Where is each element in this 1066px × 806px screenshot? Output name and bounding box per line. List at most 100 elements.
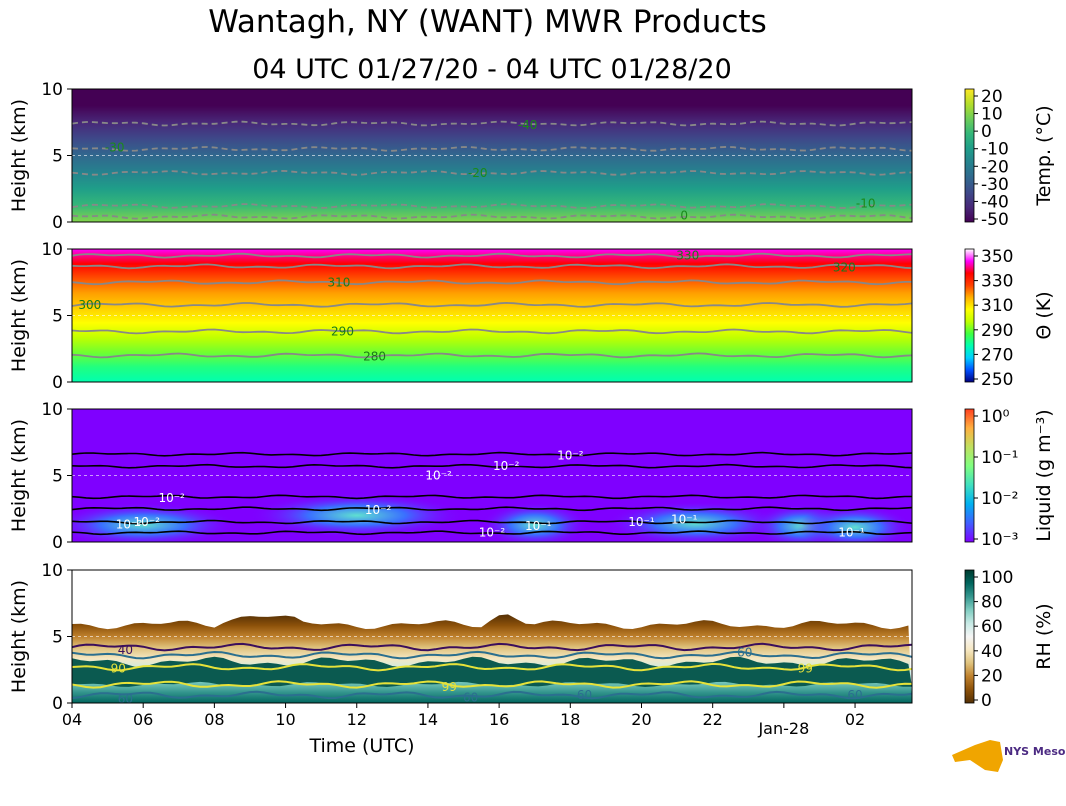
contour-label: 10⁻¹ <box>838 526 865 540</box>
x-tick-label: 04 <box>62 710 82 729</box>
contour-label: 60 <box>463 691 478 705</box>
theta-field <box>72 249 912 382</box>
contour-line <box>72 263 912 270</box>
colorbar-tick-label: 330 <box>981 272 1013 292</box>
y-tick-label: 10 <box>41 240 63 260</box>
liquid-field <box>72 409 912 542</box>
colorbar-tick-label: 0 <box>981 122 992 142</box>
x-tick-label: 12 <box>347 710 367 729</box>
contour-label: 10⁻² <box>158 491 185 505</box>
contour-label: 60 <box>847 688 862 702</box>
x-tick-label: 10 <box>275 710 295 729</box>
contour-line <box>72 279 912 286</box>
contour-label: -20 <box>468 166 488 180</box>
colorbar-label: Θ (K) <box>1033 291 1055 339</box>
colorbar-tick-label: 10⁻³ <box>981 530 1018 550</box>
contour-line <box>72 519 912 525</box>
y-tick-label: 10 <box>41 400 63 420</box>
x-tick-label: 18 <box>560 710 580 729</box>
colorbar-tick-label: 0 <box>981 691 992 711</box>
rh-field <box>72 570 912 703</box>
contour-line <box>72 169 912 176</box>
colorbar-label: Temp. (°C) <box>1033 105 1055 206</box>
colorbar-tick-label: 80 <box>981 593 1003 613</box>
contour-line <box>72 213 912 220</box>
colorbar-tick-label: 350 <box>981 247 1013 267</box>
y-tick-label: 5 <box>52 307 63 327</box>
colorbar-tick-label: 270 <box>981 345 1013 365</box>
colorbar-tick-label: 60 <box>981 617 1003 637</box>
x-tick-label: Jan-28 <box>757 719 809 738</box>
x-tick-label: 14 <box>418 710 438 729</box>
colorbar-tick-label: 10 <box>981 105 1003 125</box>
contour-label: 40 <box>118 643 133 657</box>
colorbar-tick-label: 20 <box>981 666 1003 686</box>
contour-line <box>72 463 912 469</box>
colorbar-tick-label: 10⁻¹ <box>981 448 1018 468</box>
x-tick-label: 16 <box>489 710 509 729</box>
y-tick-label: 0 <box>52 373 63 393</box>
rh-colorbar: 100 80 60 40 20 0 RH (%) <box>964 568 1055 711</box>
contour-label: -40 <box>518 118 538 132</box>
contour-label: 99 <box>442 680 457 694</box>
colorbar-tick-label: 40 <box>981 642 1003 662</box>
colorbar-tick-label: 10⁰ <box>981 407 1010 427</box>
contour-label: 280 <box>363 350 386 364</box>
contour-line <box>72 494 912 500</box>
x-tick-label: 02 <box>845 710 865 729</box>
contour-label: 10⁻² <box>425 469 452 483</box>
x-tick-label: 08 <box>204 710 224 729</box>
colorbar-tick-label: -20 <box>981 157 1009 177</box>
contour-label: 60 <box>118 692 133 706</box>
colorbar-tick-label: -30 <box>981 175 1009 195</box>
contour-line <box>72 145 912 152</box>
contour-line <box>72 203 912 209</box>
y-tick-label: 10 <box>41 561 63 581</box>
contour-line <box>72 352 912 359</box>
contour-line <box>72 301 912 308</box>
contour-label: 0 <box>680 208 688 222</box>
rh-panel: 40 90 60 60 99 99 60 60 60 0 5 10 Height (km) 100 80 60… <box>8 561 1055 714</box>
contour-label: -30 <box>105 141 125 155</box>
contour-label: 10⁻² <box>134 515 161 529</box>
logo-text: NYS Mesonet <box>1004 745 1066 758</box>
colorbar-label: RH (%) <box>1033 603 1055 669</box>
contour-label: 10⁻¹ <box>525 519 552 533</box>
contour-label: 10⁻² <box>479 526 506 540</box>
y-tick-label: 0 <box>52 694 63 714</box>
contour-label: 300 <box>78 298 101 312</box>
contour-label: 99 <box>798 661 813 675</box>
colorbar-tick-label: 100 <box>981 568 1013 588</box>
contour-label: 10⁻¹ <box>628 515 655 529</box>
contour-label: 330 <box>676 249 699 263</box>
y-tick-label: 5 <box>52 628 63 648</box>
x-tick-label: 06 <box>133 710 153 729</box>
nys-mesonet-logo: NYS Mesonet <box>952 740 1066 772</box>
y-axis-label: Height (km) <box>8 580 30 693</box>
y-axis-label: Height (km) <box>8 99 30 212</box>
contour-label: 10⁻² <box>557 449 584 463</box>
theta-colorbar: 350 330 310 290 270 250 Θ (K) <box>964 247 1055 390</box>
contour-label: 10⁻² <box>493 459 520 473</box>
temperature-field <box>72 89 912 222</box>
contour-line <box>72 120 912 127</box>
contour-label: 90 <box>111 661 126 675</box>
colorbar-tick-label: -10 <box>981 140 1009 160</box>
y-tick-label: 0 <box>52 213 63 233</box>
contour-label: 310 <box>327 275 350 289</box>
figure-subtitle: 04 UTC 01/27/20 - 04 UTC 01/28/20 <box>252 54 732 85</box>
y-tick-label: 10 <box>41 80 63 100</box>
colorbar-label: Liquid (g m⁻³) <box>1033 409 1055 541</box>
contour-label: 60 <box>577 688 592 702</box>
y-tick-label: 5 <box>52 147 63 167</box>
contour-label: 10⁻¹ <box>671 512 698 526</box>
contour-label: 290 <box>331 324 354 338</box>
figure-title: Wantagh, NY (WANT) MWR Products <box>208 4 767 40</box>
colorbar-tick-label: 310 <box>981 296 1013 316</box>
liquid-panel: 10⁻² 10⁻² 10⁻² 10⁻² 10⁻² 10⁻² 10⁻² 10⁻² 10⁻¹ 10⁻¹… <box>8 400 1055 553</box>
contour-line <box>72 252 912 259</box>
contour-label: 10⁻² <box>365 503 392 517</box>
colorbar-tick-label: 10⁻² <box>981 489 1018 509</box>
